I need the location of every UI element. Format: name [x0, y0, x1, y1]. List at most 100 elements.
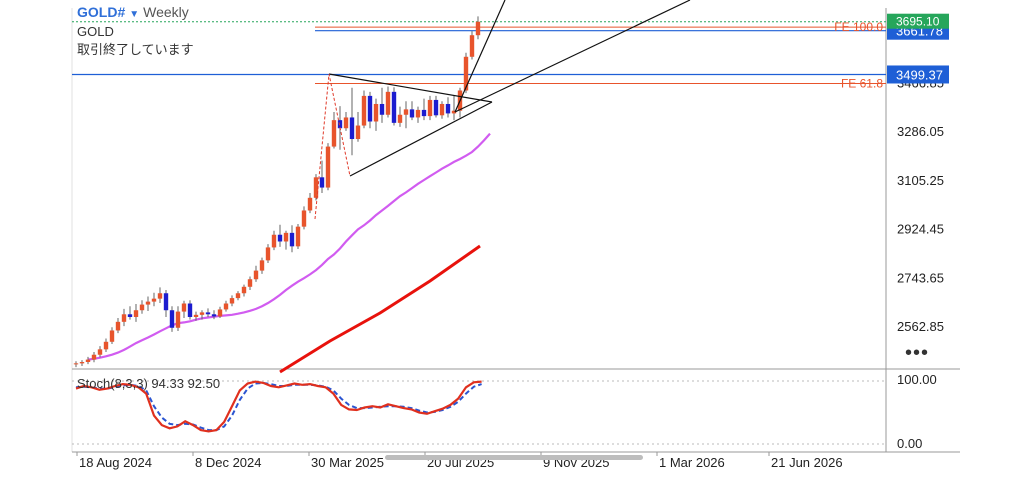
- candle-body: [205, 312, 211, 315]
- candle-body: [157, 293, 163, 299]
- breakout-line-projection: [454, 0, 691, 113]
- current-price-badge: [887, 13, 949, 29]
- timeframe-label[interactable]: Weekly: [143, 4, 189, 20]
- candle-body: [73, 363, 79, 365]
- candle-body: [391, 91, 397, 123]
- candle-body: [79, 362, 85, 364]
- candle-body: [397, 114, 403, 123]
- fib-level-label: FE 61.8: [841, 76, 883, 90]
- candle-body: [169, 310, 175, 328]
- candle-body: [463, 56, 469, 91]
- candle-body: [421, 109, 427, 117]
- candle-body: [271, 234, 277, 248]
- price-tick-label: 2924.45: [897, 222, 944, 237]
- candle-body: [235, 293, 241, 299]
- candle-body: [313, 177, 319, 198]
- stoch-k-line: [75, 380, 482, 433]
- candle-body: [229, 298, 235, 304]
- candle-body: [307, 197, 313, 211]
- pattern-dashed-line: [314, 73, 351, 220]
- stoch-tick-label: 100.00: [897, 372, 937, 387]
- stoch-indicator-label[interactable]: Stoch(8,3,3) 94.33 92.50: [77, 376, 221, 391]
- candle-body: [253, 270, 259, 280]
- current-price-label: 3695.10: [896, 15, 940, 29]
- candle-body: [85, 359, 91, 363]
- more-menu-icon[interactable]: •••: [905, 342, 930, 364]
- stoch-d-line: [75, 381, 482, 432]
- candle-body: [445, 103, 451, 114]
- candle-body: [247, 279, 253, 287]
- candle-body: [343, 117, 349, 129]
- candle-body: [265, 247, 271, 261]
- time-tick-label: 1 Mar 2026: [659, 455, 725, 470]
- candle-body: [325, 146, 331, 188]
- triangle-lower-line: [349, 101, 493, 177]
- fib-level-label: FE 100.0: [834, 20, 883, 34]
- candle-body: [355, 125, 361, 140]
- candle-body: [145, 301, 151, 305]
- candle-body: [319, 177, 325, 188]
- candle-body: [223, 303, 229, 310]
- candle-body: [289, 232, 295, 247]
- candle-body: [175, 311, 181, 328]
- candle-body: [409, 109, 415, 118]
- time-tick-label: 8 Dec 2024: [195, 455, 262, 470]
- candle-body: [361, 95, 367, 126]
- time-tick-label: 21 Jun 2026: [771, 455, 843, 470]
- instrument-name: GOLD: [77, 24, 114, 39]
- symbol-selector[interactable]: GOLD#: [77, 4, 126, 20]
- candle-body: [127, 314, 133, 317]
- candle-body: [241, 286, 247, 294]
- candle-body: [337, 120, 343, 129]
- stoch-tick-label: 0.00: [897, 436, 922, 451]
- candle-body: [295, 226, 301, 247]
- chart-header: GOLD# ▼ Weekly: [77, 4, 189, 20]
- candle-body: [97, 349, 103, 355]
- candle-body: [367, 95, 373, 122]
- candle-body: [133, 310, 139, 317]
- candle-body: [283, 232, 289, 242]
- triangle-upper-line: [328, 73, 493, 103]
- time-tick-label: 30 Mar 2025: [311, 455, 384, 470]
- candle-body: [331, 120, 337, 147]
- candle-body: [217, 309, 223, 317]
- candle-body: [187, 303, 193, 317]
- candle-body: [211, 314, 217, 317]
- time-tick-label: 18 Aug 2024: [79, 455, 152, 470]
- ma-short-line: [87, 132, 491, 361]
- price-tick-label: 3286.05: [897, 124, 944, 139]
- candle-body: [139, 304, 145, 311]
- market-status: 取引終了しています: [77, 43, 194, 58]
- candle-body: [301, 210, 307, 227]
- candle-body: [109, 330, 115, 342]
- candle-body: [199, 312, 205, 315]
- candle-body: [349, 117, 355, 140]
- price-badge: [887, 65, 949, 84]
- candle-body: [379, 103, 385, 115]
- candle-body: [91, 354, 97, 360]
- breakout-line-steep: [454, 0, 506, 113]
- candle-body: [385, 91, 391, 115]
- candle-body: [427, 99, 433, 117]
- candle-body: [451, 110, 457, 114]
- price-tick-label: 2562.85: [897, 319, 944, 334]
- candle-body: [103, 341, 109, 350]
- candle-body: [163, 293, 169, 311]
- price-tick-label: 3105.25: [897, 173, 944, 188]
- candle-body: [433, 99, 439, 116]
- candle-body: [115, 321, 121, 331]
- price-tick-label: 2743.65: [897, 270, 944, 285]
- candle-body: [415, 109, 421, 118]
- candle-body: [475, 21, 481, 36]
- candle-body: [259, 260, 265, 271]
- candle-body: [277, 234, 283, 242]
- candle-body: [181, 303, 187, 312]
- candle-body: [373, 103, 379, 122]
- candle-body: [121, 314, 127, 322]
- horizontal-scrollbar[interactable]: [385, 455, 643, 460]
- price-badge-label: 3499.37: [896, 67, 943, 82]
- candle-body: [469, 35, 475, 57]
- chevron-down-icon[interactable]: ▼: [129, 9, 140, 20]
